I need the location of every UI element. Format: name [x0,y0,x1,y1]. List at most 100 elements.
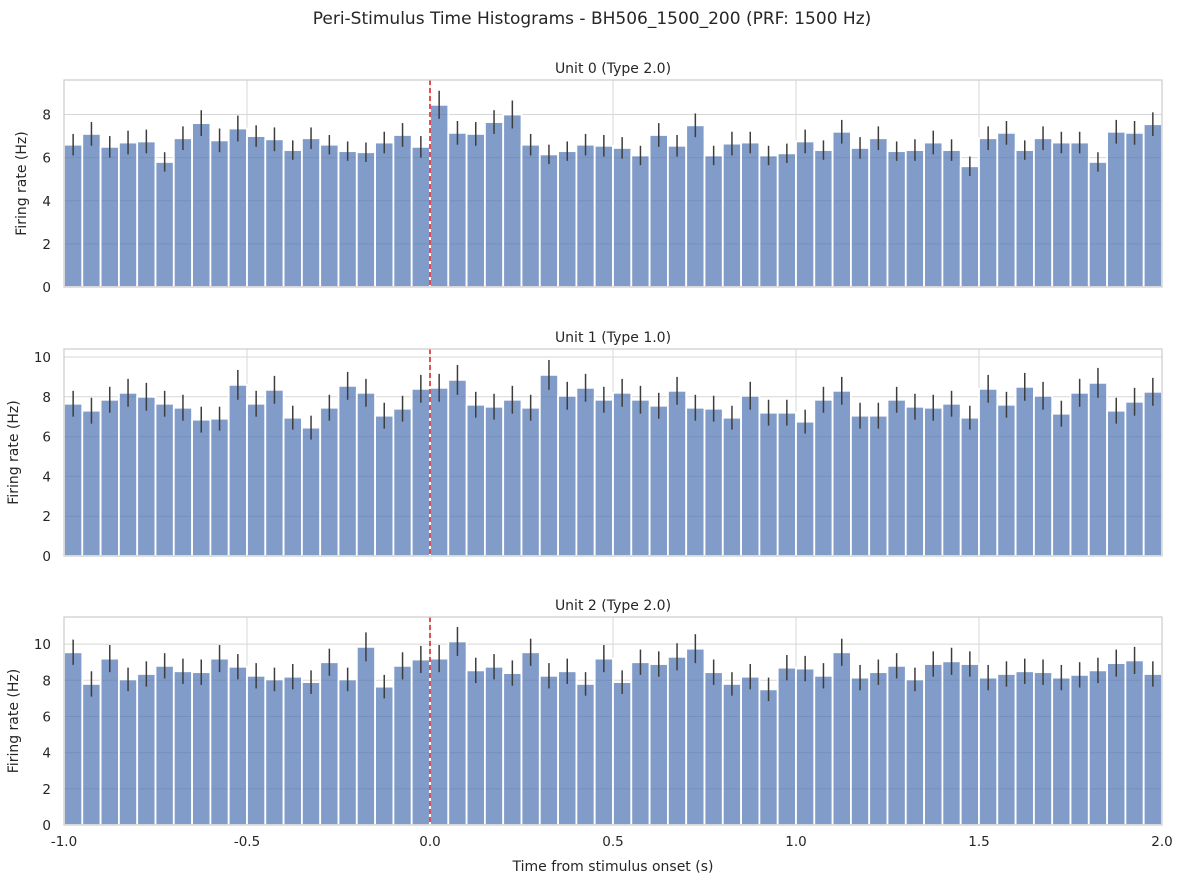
histogram-bar [227,665,248,826]
histogram-bar [392,134,413,288]
y-tick-label: 4 [42,469,51,485]
histogram-bar [685,124,706,288]
histogram-bar [1014,385,1035,557]
histogram-bar [264,138,285,288]
histogram-bar [538,373,559,557]
y-axis-label: Firing rate (Hz) [6,400,22,504]
x-tick-label: 1.5 [968,834,989,850]
histogram-bar [136,395,157,557]
y-tick-label: 6 [42,430,51,446]
histogram-bar [648,134,669,288]
histogram-bar [410,658,431,826]
histogram-bar [337,678,358,826]
histogram-bar [392,407,413,557]
histogram-bar [1124,131,1145,288]
histogram-bar [191,122,212,288]
histogram-bar [593,398,614,557]
histogram-bar [667,389,688,557]
histogram-bar [1014,670,1035,826]
histogram-bar [520,651,541,826]
y-tick-label: 8 [42,673,51,689]
histogram-bar [209,657,230,826]
histogram-bar [538,674,559,826]
histogram-bar [300,137,322,288]
histogram-bar [172,406,194,557]
histogram-bar [740,394,761,557]
histogram-bar [465,133,486,288]
histogram-bar [355,151,376,288]
histogram-bar [300,681,322,826]
histogram-bar [1051,412,1072,557]
histogram-bar [410,145,431,288]
histogram-bar [557,394,578,557]
x-tick-label: 1.0 [785,834,806,850]
y-tick-label: 8 [42,108,51,124]
histogram-bar [831,389,852,557]
histogram-bar [227,127,248,288]
histogram-bar [886,150,907,288]
histogram-bar [465,669,486,826]
histogram-bar [483,121,505,288]
y-tick-label: 10 [34,637,51,653]
histogram-bar [1124,400,1145,557]
histogram-bar [172,670,194,826]
histogram-bar [703,671,724,826]
histogram-bar [850,414,871,557]
histogram-bar [941,149,962,288]
histogram-bar [978,676,999,826]
histogram-bar [319,661,340,826]
histogram-bar [612,681,633,826]
x-tick-label: 0.0 [419,834,440,850]
histogram-bar [209,139,230,288]
histogram-bar [447,640,468,826]
histogram-bar [575,683,596,826]
figure-title: Peri-Stimulus Time Histograms - BH506_15… [313,9,872,29]
histogram-bar [776,152,797,288]
histogram-bar [1069,391,1090,557]
histogram-bar [868,137,889,288]
histogram-bar [612,391,633,557]
histogram-bar [63,651,84,826]
histogram-bar [795,140,816,288]
histogram-bar [355,645,376,826]
histogram-bar [630,154,651,288]
histogram-bar [374,414,395,557]
y-tick-label: 4 [42,194,51,210]
histogram-bar [1106,662,1127,826]
histogram-bar [483,665,505,826]
histogram-bar [136,673,157,826]
histogram-bar [538,153,559,288]
histogram-bar [978,387,999,557]
histogram-bar [374,141,395,288]
histogram-bar [703,407,724,557]
x-tick-label: -1.0 [51,834,77,850]
histogram-bar [667,144,688,288]
histogram-bar [1051,676,1072,826]
histogram-bar [502,398,523,557]
histogram-bar [959,663,980,826]
histogram-bar [246,674,267,826]
histogram-bar [191,671,212,826]
histogram-bar [154,402,175,557]
histogram-bar [355,391,376,557]
histogram-bar [685,406,706,557]
histogram-bar [612,147,633,288]
histogram-bar [593,657,614,826]
histogram-bar [392,664,413,826]
histogram-bar [1033,394,1054,557]
histogram-bar [319,143,340,288]
histogram-bar [831,130,852,288]
histogram-bar [300,426,322,557]
panel-title: Unit 1 (Type 1.0) [555,330,671,346]
histogram-bar [941,402,962,557]
y-tick-label: 4 [42,746,51,762]
x-axis-label: Time from stimulus onset (s) [512,859,714,875]
histogram-bar [813,149,834,288]
histogram-bar [337,150,358,288]
y-tick-label: 0 [42,280,51,296]
y-axis-label: Firing rate (Hz) [6,669,22,773]
histogram-bar [465,403,486,557]
histogram-bar [703,154,724,288]
histogram-bar [557,150,578,288]
y-tick-label: 0 [42,549,51,565]
